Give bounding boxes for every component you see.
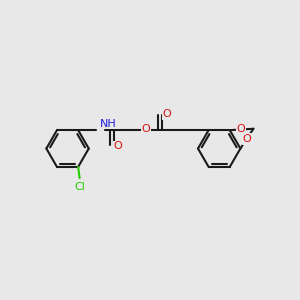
Text: O: O: [237, 124, 245, 134]
Text: O: O: [141, 124, 150, 134]
Text: NH: NH: [100, 119, 117, 129]
Text: O: O: [114, 141, 123, 152]
Text: O: O: [242, 134, 251, 144]
Text: Cl: Cl: [74, 182, 85, 193]
Text: O: O: [162, 109, 171, 119]
